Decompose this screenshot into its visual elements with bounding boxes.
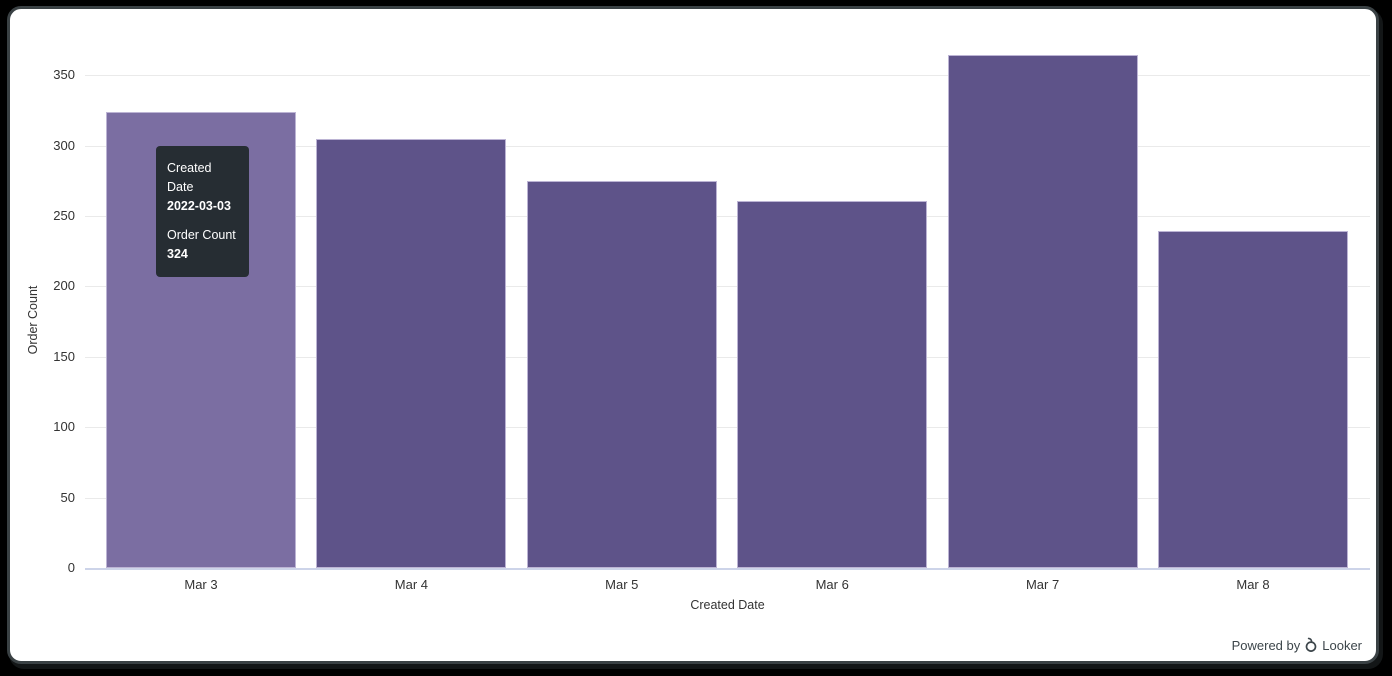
x-tick-label: Mar 4	[394, 577, 428, 592]
tooltip-label: Created Date	[167, 161, 212, 194]
y-tick-label: 200	[53, 278, 75, 294]
gridline	[85, 286, 1370, 288]
y-tick-label: 150	[53, 348, 75, 364]
y-tick-label: 50	[60, 489, 75, 505]
bar-mar-5[interactable]	[526, 180, 717, 568]
y-tick-label: 250	[53, 208, 75, 223]
x-tick-label: Mar 6	[815, 577, 849, 592]
bar-mar-6[interactable]	[737, 200, 928, 568]
x-tick-label: Mar 3	[184, 577, 218, 592]
tooltip-value: 2022-03-03	[167, 198, 231, 213]
bar-mar-7[interactable]	[947, 55, 1138, 568]
y-tick-label: 300	[53, 137, 75, 153]
y-tick-label: 100	[53, 419, 75, 435]
bar-mar-4[interactable]	[316, 138, 507, 568]
gridline	[85, 427, 1370, 429]
x-axis-line	[85, 568, 1370, 570]
powered-by-text: Powered by	[1231, 637, 1301, 653]
tooltip-row: Order Count 324	[167, 226, 238, 264]
gridline	[85, 356, 1370, 358]
x-tick-label: Mar 7	[1025, 577, 1060, 592]
chart-tooltip: Created Date 2022-03-03 Order Count 324	[156, 146, 249, 277]
x-tick-label: Mar 8	[1236, 577, 1270, 592]
bar-mar-8[interactable]	[1158, 231, 1348, 568]
x-tick-label: Mar 5	[605, 577, 639, 592]
chart-window: 0 50 100 150 200 250 300 350 Mar 3 Mar 4 Mar 5 Mar…	[7, 6, 1379, 664]
brand-name: Looker	[1322, 637, 1362, 653]
tooltip-row: Created Date 2022-03-03	[167, 159, 238, 215]
x-axis-title: Created Date	[690, 598, 765, 612]
tooltip-value: 324	[167, 247, 188, 261]
powered-by-looker[interactable]: Powered by Looker	[1232, 637, 1362, 653]
gridline	[85, 75, 1370, 77]
gridline	[85, 216, 1370, 217]
y-tick-label: 350	[53, 67, 75, 83]
y-axis-title: Order Count	[26, 285, 40, 355]
bar-chart: 0 50 100 150 200 250 300 350 Mar 3 Mar 4 Mar 5 Mar…	[10, 9, 1376, 661]
looker-logo-icon	[1305, 637, 1317, 652]
gridline	[85, 497, 1370, 499]
gridline	[85, 145, 1370, 147]
tooltip-label: Order Count	[167, 228, 236, 243]
y-tick-label: 0	[67, 560, 75, 575]
